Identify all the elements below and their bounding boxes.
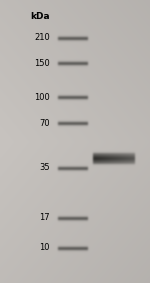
Text: 100: 100	[34, 93, 50, 102]
Text: 17: 17	[39, 213, 50, 222]
Text: 150: 150	[34, 59, 50, 68]
Text: kDa: kDa	[30, 12, 50, 21]
Text: 10: 10	[39, 243, 50, 252]
Text: 35: 35	[39, 164, 50, 173]
Text: 210: 210	[34, 33, 50, 42]
Text: 70: 70	[39, 119, 50, 128]
